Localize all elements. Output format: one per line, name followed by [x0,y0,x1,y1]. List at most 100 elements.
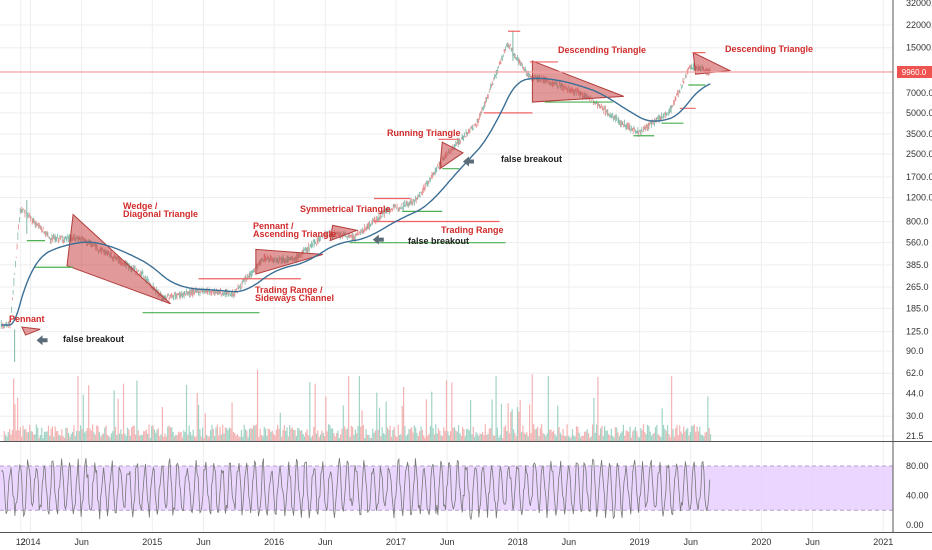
volume-bar [653,432,655,441]
volume-bar [263,426,265,441]
volume-bar [216,424,218,441]
volume-bar [189,432,192,441]
volume-bar [232,431,235,441]
volume-bar [22,425,24,441]
volume-bar [567,435,570,441]
volume-bar [620,433,622,441]
volume-bar [415,427,417,441]
volume-bar [180,431,182,441]
label-pennant: Pennant [9,314,45,324]
volume-bar [594,432,596,441]
volume-bar [396,437,398,441]
volume-bar [57,431,59,441]
x-tick-label: Jun [440,537,455,547]
volume-bar [98,432,101,441]
volume-bar [475,432,477,441]
volume-bar [188,425,190,441]
volume-bar [33,434,35,441]
volume-bar [247,437,249,441]
volume-bar [69,436,71,441]
rsi-line [0,457,711,520]
volume-bar [306,429,308,441]
volume-bar [315,433,318,441]
y-tick-label: 7000.0 [906,88,932,98]
moving-average-line [1,77,711,326]
volume-bar [401,405,403,441]
volume-bar [471,434,473,441]
volume-bar [85,430,87,441]
y-tick-label: 185.0 [906,303,929,313]
volume-bar [25,428,27,441]
volume-bar [534,429,536,441]
volume-bar [352,426,354,441]
volume-bar [240,429,243,441]
volume-bar [82,394,84,441]
volume-bar [373,432,375,441]
volume-bar [235,435,237,441]
volume-bar [474,437,476,441]
volume-bar [606,430,608,441]
volume-bar [547,375,549,441]
volume-bar [58,434,60,441]
rsi-tick-label: 0.00 [906,520,924,530]
volume-bar [424,437,426,441]
volume-bar [408,429,410,441]
volume-bar [153,429,155,441]
volume-bar [551,431,553,441]
volume-bar [224,427,226,441]
volume-bar [176,435,178,441]
volume-bar [669,437,671,441]
volume-bar [600,428,602,441]
volume-bar [394,435,397,441]
volume-bar [204,413,206,441]
volume-bar [656,424,658,441]
volume-bar [136,380,138,441]
volume-bar [384,434,386,441]
y-tick-label: 800.0 [906,217,929,227]
volume-bar [654,427,657,441]
volume-bar [695,431,697,441]
volume-bar [470,400,472,441]
volume-bar [510,412,512,441]
price-tag [897,65,932,78]
volume-bar [275,429,277,441]
volume-bar [301,430,303,441]
volume-bar [590,436,592,441]
volume-bar [453,427,456,441]
x-tick-label: 2014 [20,537,40,547]
volume-bar [23,429,25,441]
volume-bar [610,428,612,441]
volume-bar [498,437,500,441]
volume-bar [340,434,342,441]
moving-average [1,77,711,326]
volume-bar [680,431,682,441]
volume-bar [305,432,307,441]
volume-bar [298,428,300,441]
volume-bar [397,424,399,441]
volume-bar [672,428,674,441]
volume-bar [364,437,366,441]
x-tick-label: 2017 [386,537,406,547]
volume-bar [342,405,344,441]
volume-bars [3,369,712,441]
volume-bar [516,406,519,441]
volume-bar [696,426,698,441]
volume-bar [604,425,606,441]
volume-bar [108,436,110,441]
volume-bar [524,434,527,441]
volume-bar [110,433,113,441]
x-tick-label: Jun [318,537,333,547]
volume-bar [423,435,425,441]
volume-bar [461,426,464,441]
volume-bar [51,426,54,441]
volume-bar [502,437,504,441]
volume-bar [161,407,163,441]
volume-bar [542,432,544,441]
volume-bar [637,436,639,441]
volume-bar [480,434,482,441]
volume-bar [360,426,362,441]
volume-bar [535,428,537,441]
y-tick-label: 44.0 [906,389,924,399]
volume-bar [582,435,584,441]
volume-bar [571,429,574,441]
